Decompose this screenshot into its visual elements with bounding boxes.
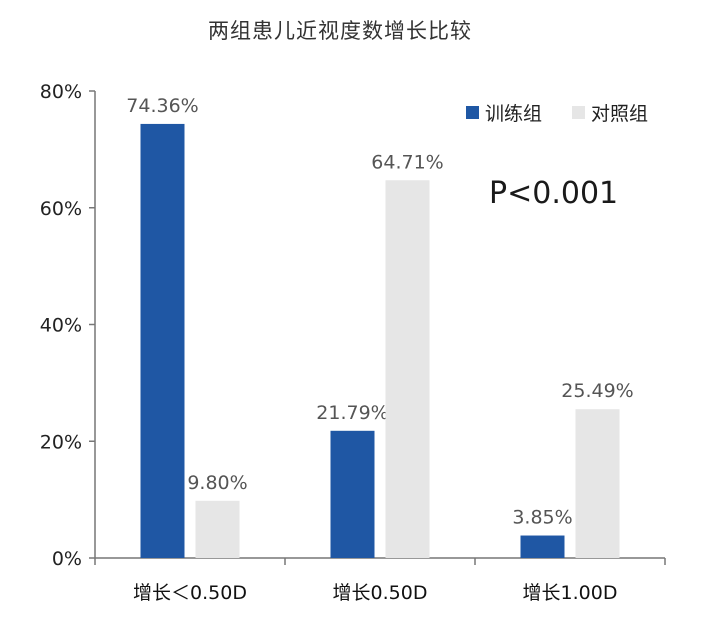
legend-label: 训练组: [485, 103, 542, 125]
data-label: 9.80%: [187, 472, 247, 494]
bar-training: [330, 430, 375, 558]
y-tick-label: 20%: [40, 431, 82, 453]
legend-swatch: [572, 106, 585, 119]
bar-control: [385, 180, 430, 558]
plot-area: 0% 20% 40% 60% 80% 74.36% 9.80% 增长＜0.50D 21.79% 6…: [40, 81, 666, 604]
y-tick-label: 80%: [40, 81, 82, 103]
y-tick-label: 40%: [40, 315, 82, 337]
p-value-annotation: P<0.001: [489, 176, 618, 211]
legend-label: 对照组: [591, 103, 648, 125]
x-category-label: 增长1.00D: [523, 582, 618, 604]
x-category-label: 增长0.50D: [333, 582, 428, 604]
data-label: 25.49%: [561, 380, 633, 402]
bar-control: [195, 500, 240, 558]
bar-control: [575, 409, 620, 558]
legend-swatch: [466, 106, 479, 119]
chart-title: 两组患儿近视度数增长比较: [208, 19, 472, 43]
data-label: 74.36%: [126, 95, 198, 117]
bar-training: [140, 123, 185, 559]
y-tick-label: 0%: [52, 548, 82, 570]
bar-training: [520, 535, 565, 558]
data-label: 21.79%: [316, 402, 388, 424]
y-tick-label: 60%: [40, 198, 82, 220]
data-label: 64.71%: [371, 151, 443, 173]
data-label: 3.85%: [512, 507, 572, 529]
x-category-label: 增长＜0.50D: [133, 582, 247, 604]
